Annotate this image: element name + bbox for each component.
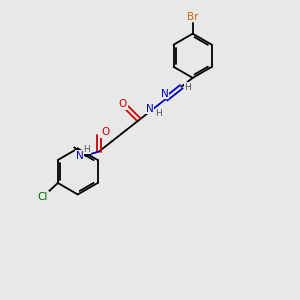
Text: Cl: Cl <box>37 192 48 202</box>
Text: H: H <box>184 83 191 92</box>
Text: Br: Br <box>187 12 198 22</box>
Text: N: N <box>76 151 83 161</box>
Text: O: O <box>101 127 110 137</box>
Text: N: N <box>160 88 168 99</box>
Text: H: H <box>84 145 90 154</box>
Text: O: O <box>119 99 127 109</box>
Text: H: H <box>155 110 162 118</box>
Text: N: N <box>146 103 154 114</box>
